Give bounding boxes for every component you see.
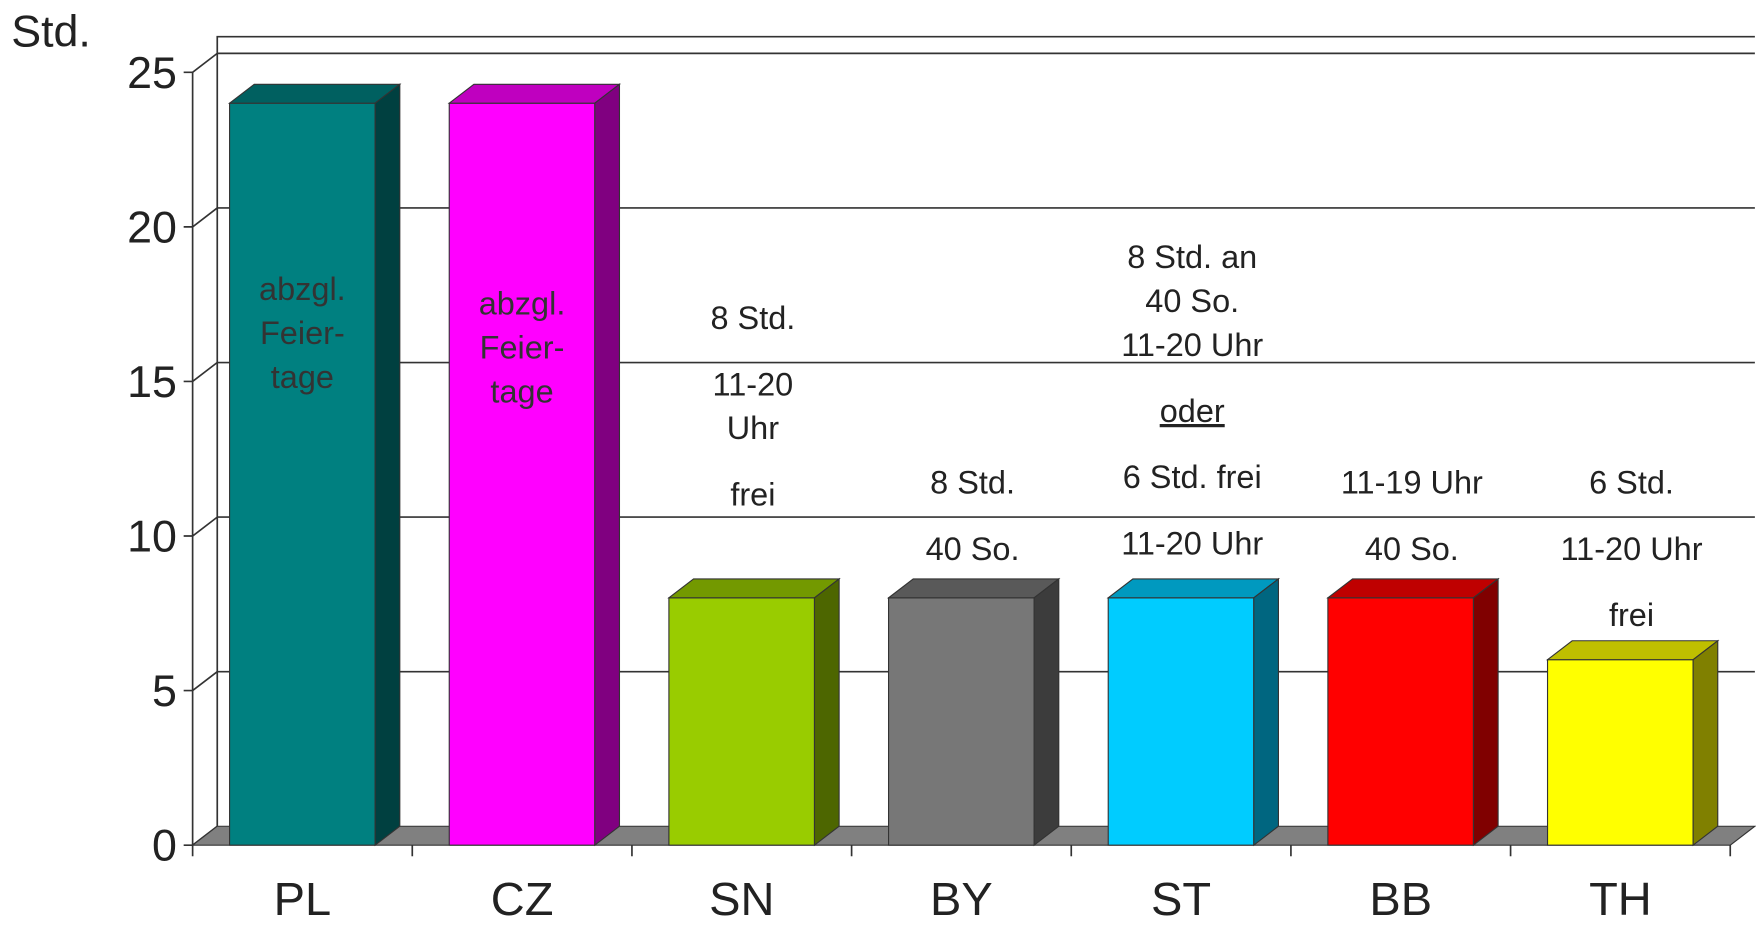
annotation: Feier- bbox=[480, 330, 565, 366]
bar-top bbox=[1106, 578, 1281, 599]
annotation: 40 So. bbox=[926, 531, 1020, 567]
x-tick-label: SN bbox=[709, 873, 774, 925]
bar-top bbox=[1326, 578, 1500, 599]
annotation: 11-20 Uhr bbox=[1121, 327, 1263, 363]
annotation: 8 Std. bbox=[930, 465, 1015, 501]
annotation: abzgl. bbox=[259, 271, 346, 307]
bar bbox=[1546, 659, 1694, 846]
x-tick-label: CZ bbox=[491, 873, 554, 925]
bar bbox=[1107, 597, 1255, 846]
annotation: 11-20 Uhr bbox=[1561, 531, 1703, 567]
y-tick-label: 25 bbox=[127, 49, 177, 98]
bar bbox=[229, 102, 376, 846]
bar-side bbox=[1692, 639, 1719, 847]
annotation: oder bbox=[1160, 393, 1225, 429]
annotation: abzgl. bbox=[479, 286, 566, 322]
bar-top bbox=[667, 578, 841, 599]
annotation: frei bbox=[1609, 597, 1654, 633]
y-tick bbox=[183, 207, 218, 228]
annotation: Feier- bbox=[260, 315, 345, 351]
annotation: 11-20 Uhr bbox=[1121, 525, 1263, 561]
y-axis-label: Std. bbox=[11, 8, 91, 57]
bar bbox=[1327, 597, 1475, 846]
annotation: 11-20 bbox=[713, 366, 794, 402]
annotation: 8 Std. bbox=[710, 300, 795, 336]
bar-side bbox=[813, 577, 840, 847]
bar-top bbox=[227, 83, 402, 104]
bar-side bbox=[374, 83, 401, 847]
annotation: 6 Std. bbox=[1589, 465, 1674, 501]
annotation: 11-19 Uhr bbox=[1341, 465, 1483, 501]
y-tick-label: 10 bbox=[127, 513, 177, 562]
y-tick bbox=[183, 671, 218, 692]
x-tick-label: BB bbox=[1369, 873, 1432, 925]
annotation: frei bbox=[730, 477, 775, 513]
annotation: Uhr bbox=[727, 410, 780, 446]
bar-top bbox=[886, 578, 1061, 599]
bar-side bbox=[1472, 577, 1499, 847]
x-tick-label: BY bbox=[930, 873, 993, 925]
bar-side bbox=[594, 83, 621, 847]
annotation: tage bbox=[490, 374, 553, 410]
back-wall bbox=[216, 35, 1755, 827]
x-tick-label: PL bbox=[274, 873, 332, 925]
y-tick-label: 20 bbox=[127, 204, 177, 253]
bar bbox=[887, 597, 1035, 846]
y-tick-label: 5 bbox=[152, 667, 177, 716]
bar-side bbox=[1033, 577, 1060, 847]
bar-side bbox=[1253, 577, 1280, 847]
y-tick-label: 0 bbox=[152, 822, 177, 871]
bar bbox=[668, 597, 816, 846]
bar-top bbox=[447, 83, 622, 104]
y-tick bbox=[183, 361, 218, 383]
annotation: 6 Std. frei bbox=[1123, 459, 1262, 495]
x-tick-label: TH bbox=[1589, 873, 1652, 925]
annotation: 8 Std. an bbox=[1127, 239, 1257, 275]
annotation: 40 So. bbox=[1145, 283, 1239, 319]
x-tick-label: ST bbox=[1151, 873, 1211, 925]
y-tick bbox=[183, 516, 218, 537]
annotation: tage bbox=[271, 359, 334, 395]
bar bbox=[448, 102, 596, 846]
annotation: 40 So. bbox=[1365, 531, 1459, 567]
bar-top bbox=[1545, 640, 1720, 661]
y-tick bbox=[183, 52, 218, 74]
y-tick-label: 15 bbox=[127, 358, 177, 407]
